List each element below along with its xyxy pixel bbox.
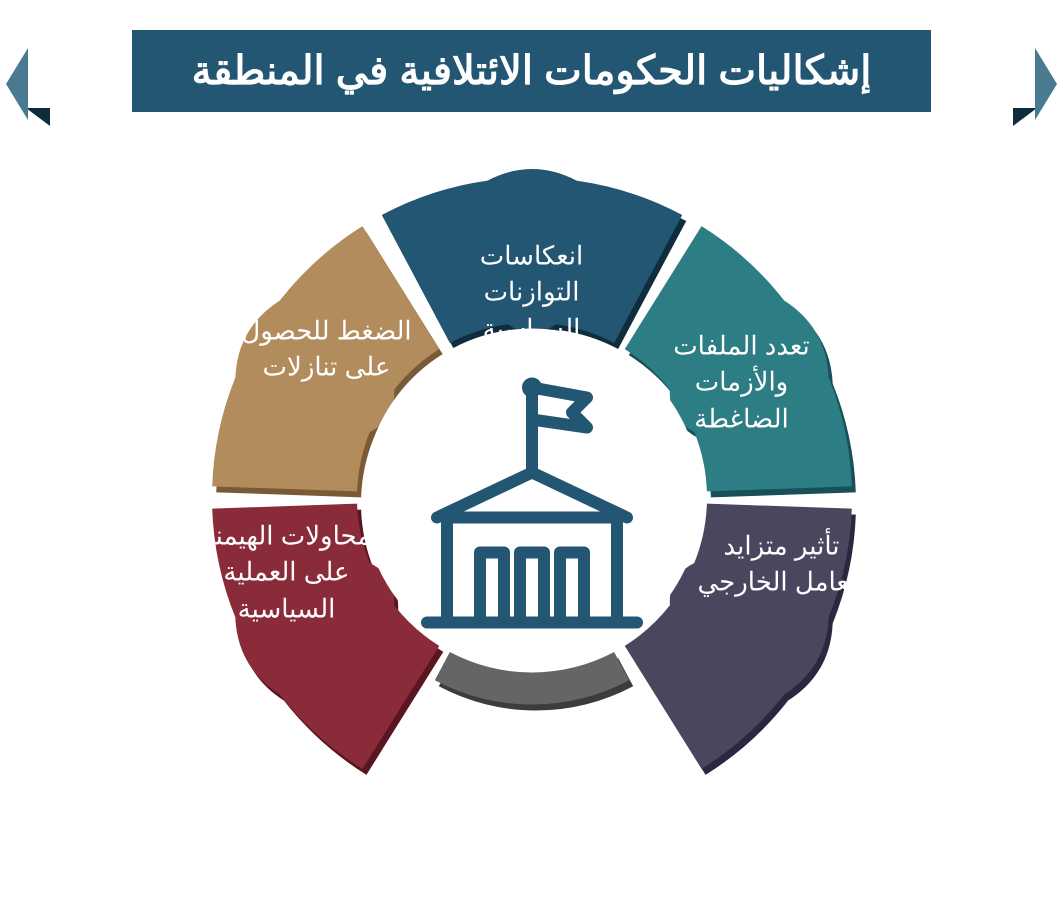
radial-chart: انعكاسات التوازنات السياسية والطائفيةتعد…	[132, 98, 932, 903]
chart-svg	[132, 98, 932, 898]
banner-fold-left	[26, 108, 50, 126]
segment-0	[381, 169, 681, 343]
title-text: إشكاليات الحكومات الائتلافية في المنطقة	[132, 30, 932, 112]
banner-tail-right	[1035, 48, 1057, 120]
title-banner: إشكاليات الحكومات الائتلافية في المنطقة	[0, 30, 1063, 112]
banner-fold-right	[1013, 108, 1037, 126]
banner-tail-left	[6, 48, 28, 120]
